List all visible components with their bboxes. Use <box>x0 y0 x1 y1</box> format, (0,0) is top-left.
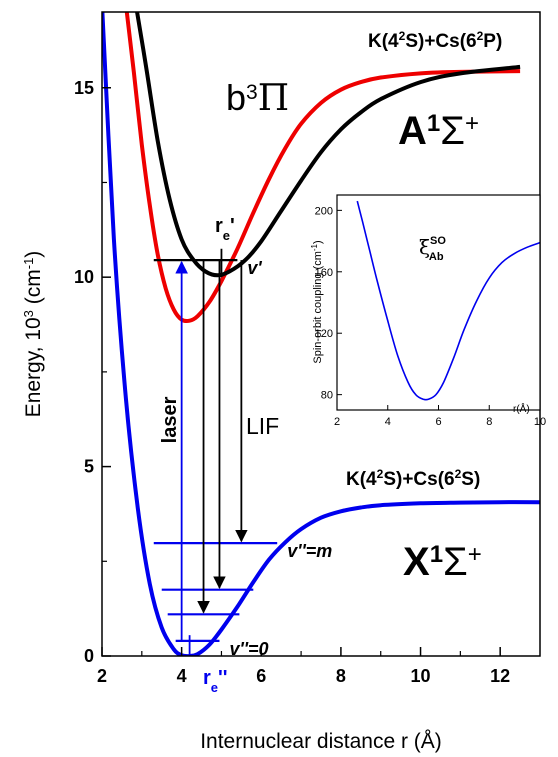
inset-y-tick-label-80: 80 <box>321 390 333 402</box>
inset-series-0 <box>356 200 540 401</box>
potential-curves <box>102 12 540 656</box>
inset-y-tick-label-160: 160 <box>315 267 333 279</box>
inset-x-tick-label-6: 6 <box>435 416 441 428</box>
asymptote-lower-label: K(42S)+Cs(62S) <box>346 467 480 490</box>
inset-x-tick-label-2: 2 <box>334 416 340 428</box>
y-axis-label: Energy, 103 (cm-1) <box>21 251 46 418</box>
x-tick-label-10: 10 <box>411 666 431 686</box>
A1sigma-state-label: A1Σ+ <box>398 109 479 153</box>
y-tick-label-15: 15 <box>74 78 94 98</box>
inset-x-ticks: 2 4 6 8 10 <box>334 405 546 428</box>
inset-x-axis-label: r(Å) <box>513 402 530 415</box>
level-label-4: v''=0 <box>229 639 268 659</box>
b3pi-state-label: b3Π <box>226 77 289 119</box>
inset-x-tick-label-10: 10 <box>534 416 546 428</box>
inset-y-axis-label: Spin-orbit coupling (cm-1) <box>310 240 325 363</box>
x-axis-label: Internuclear distance r (Å) <box>200 730 442 753</box>
asymptote-upper-label: K(42S)+Cs(62P) <box>368 29 502 52</box>
x-tick-label-4: 4 <box>177 666 187 686</box>
transition-arrows <box>175 248 248 656</box>
y-tick-label-0: 0 <box>84 646 94 666</box>
laser-label: laser <box>159 396 181 443</box>
lif-label: LIF <box>246 413 279 439</box>
x-tick-label-12: 12 <box>490 666 510 686</box>
vibrational-levels: v' v''=m v''=0 <box>153 258 332 659</box>
x-tick-label-8: 8 <box>336 666 346 686</box>
y-tick-label-5: 5 <box>84 457 94 477</box>
curve-X1Sigma <box>102 12 540 656</box>
inset-background <box>337 195 540 410</box>
re-double-prime-label: re'' <box>203 667 228 695</box>
inset-y-ticks: 80 120 160 200 <box>315 205 342 402</box>
main-x-ticks: 2 4 6 8 10 12 <box>97 647 510 686</box>
inset-x-tick-label-8: 8 <box>486 416 492 428</box>
re-prime-label: re' <box>215 215 235 243</box>
curve-b3Pi <box>135 12 521 278</box>
x-tick-label-2: 2 <box>97 666 107 686</box>
xi-so-label: ξSO Ab <box>419 235 446 263</box>
spin-orbit-curve <box>356 200 540 401</box>
main-plot: v' v''=m v''=0 2 4 6 8 10 12 0 5 10 15 Internuclea… <box>21 11 541 753</box>
x-tick-label-6: 6 <box>256 666 266 686</box>
level-label-1: v''=m <box>287 541 332 561</box>
X1sigma-state-label: X1Σ+ <box>403 540 482 584</box>
inset-y-tick-label-200: 200 <box>315 205 333 217</box>
curve-A1Sigma <box>124 12 521 324</box>
inset-plot: 2 4 6 8 10 80 120 160 200 r(Å) Spin-orbit coupl… <box>310 194 546 428</box>
main-y-ticks: 0 5 10 15 <box>74 78 111 666</box>
inset-y-tick-label-120: 120 <box>315 328 333 340</box>
level-label-0: v' <box>247 258 262 278</box>
y-tick-label-10: 10 <box>74 267 94 287</box>
inset-x-tick-label-4: 4 <box>385 416 391 428</box>
